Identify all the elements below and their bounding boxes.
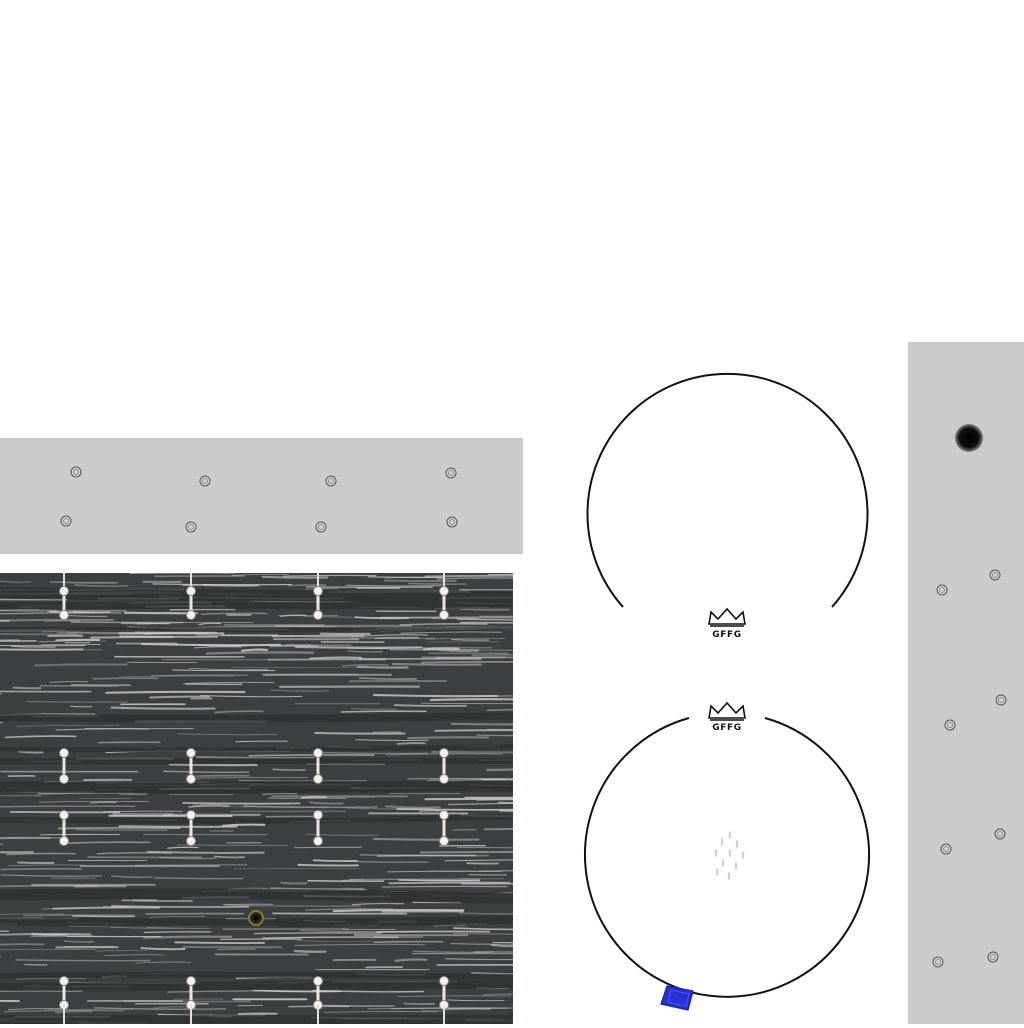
tension-lug-icon bbox=[186, 810, 196, 846]
tension-lug-icon bbox=[313, 748, 323, 784]
screw-hole-icon bbox=[995, 694, 1007, 706]
blue-patch-icon bbox=[660, 985, 694, 1011]
right-strip-hardware bbox=[932, 424, 1007, 968]
wood-grain bbox=[0, 573, 513, 1024]
screw-hole-icon bbox=[199, 475, 211, 487]
screw-hole-icon bbox=[944, 719, 956, 731]
screw-hole-icon bbox=[940, 843, 952, 855]
tension-lug-icon bbox=[313, 976, 323, 1010]
tension-lug-icon bbox=[186, 748, 196, 784]
tension-lug-icon bbox=[59, 586, 69, 620]
screw-hole-icon bbox=[994, 828, 1006, 840]
top-hardware-strip bbox=[0, 438, 523, 554]
tension-lug-icon bbox=[59, 748, 69, 784]
tension-lug-icon bbox=[439, 810, 449, 846]
tension-lug-icon bbox=[59, 976, 69, 1010]
drum-heads: GFFG GFFG bbox=[560, 350, 900, 1024]
shell-wood-texture bbox=[0, 573, 513, 1024]
resonant-brand-text: GFFG bbox=[712, 723, 741, 733]
screw-hole-icon bbox=[446, 516, 458, 528]
tension-lug-icon bbox=[313, 810, 323, 846]
batter-head: GFFG bbox=[586, 372, 869, 640]
screw-hole-icon bbox=[185, 521, 197, 533]
resonant-head: GFFG bbox=[584, 701, 870, 1011]
crown-logo-icon bbox=[708, 607, 746, 627]
batter-brand-text: GFFG bbox=[712, 630, 741, 640]
screw-hole-icon bbox=[987, 951, 999, 963]
air-vent-icon bbox=[248, 910, 264, 926]
screw-hole-icon bbox=[315, 521, 327, 533]
tension-lug-icon bbox=[186, 586, 196, 620]
tension-lug-icon bbox=[59, 810, 69, 846]
screw-hole-icon bbox=[60, 515, 72, 527]
screw-hole-icon bbox=[989, 569, 1001, 581]
screw-hole-icon bbox=[325, 475, 337, 487]
screw-hole-icon bbox=[936, 584, 948, 596]
screw-hole-icon bbox=[932, 956, 944, 968]
right-hardware-strip bbox=[908, 342, 1024, 1024]
tension-lug-icon bbox=[439, 586, 449, 620]
tension-lug-icon bbox=[439, 748, 449, 784]
dot-cluster-icon bbox=[714, 831, 745, 880]
screw-hole-icon bbox=[445, 467, 457, 479]
tension-lug-icon bbox=[313, 586, 323, 620]
screw-hole-icon bbox=[70, 466, 82, 478]
top-strip-screws bbox=[60, 466, 458, 533]
air-vent-icon bbox=[955, 424, 983, 452]
drum-heads-svg: GFFG GFFG bbox=[584, 372, 870, 1011]
crown-logo-icon bbox=[708, 701, 746, 721]
